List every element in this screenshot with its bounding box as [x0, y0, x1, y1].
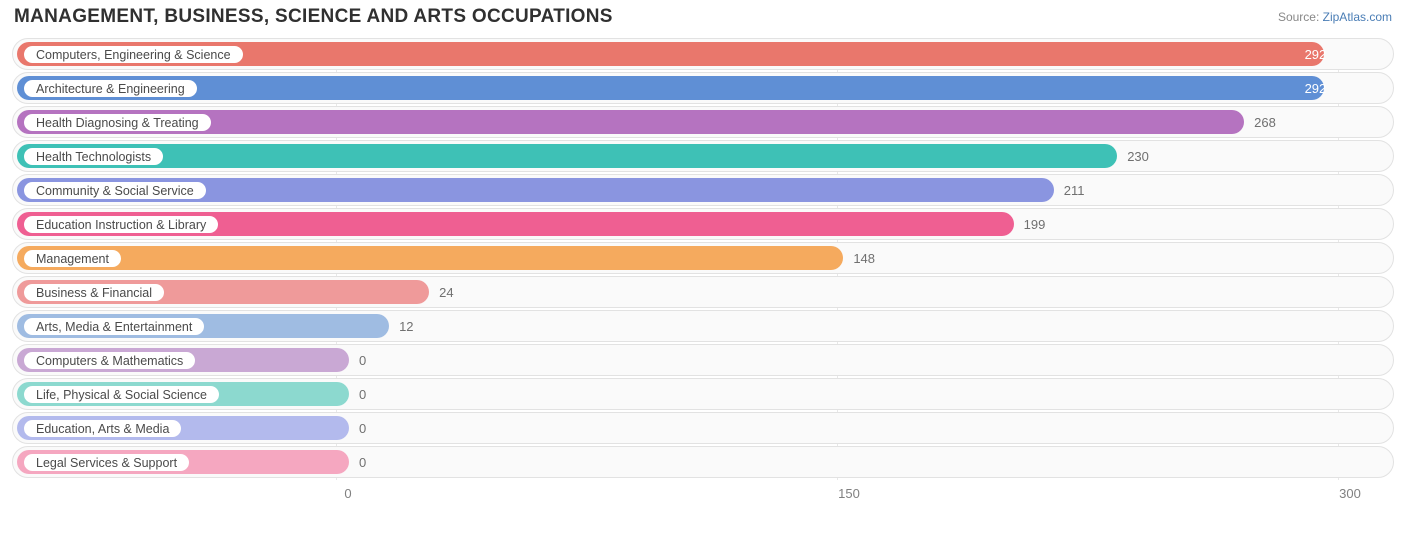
bar-row: Architecture & Engineering 292: [12, 72, 1394, 104]
value-label: 24: [439, 285, 453, 300]
chart-source: Source: ZipAtlas.com: [1278, 10, 1392, 24]
value-label: 0: [359, 353, 366, 368]
category-label: Management: [23, 249, 122, 268]
category-label: Life, Physical & Social Science: [23, 385, 220, 404]
bar-row: Management 148: [12, 242, 1394, 274]
bar-row: Computers, Engineering & Science 292: [12, 38, 1394, 70]
bar-fill: [17, 246, 843, 270]
category-label: Computers, Engineering & Science: [23, 45, 244, 64]
bar-row: Community & Social Service 211: [12, 174, 1394, 206]
value-label: 199: [1024, 217, 1046, 232]
category-label: Health Diagnosing & Treating: [23, 113, 212, 132]
source-label: Source:: [1278, 10, 1319, 24]
bar-track: Life, Physical & Social Science 0: [12, 378, 1394, 410]
bar-row: Arts, Media & Entertainment 12: [12, 310, 1394, 342]
bar-track: Computers & Mathematics 0: [12, 344, 1394, 376]
value-label: 211: [1064, 183, 1085, 198]
bar-row: Legal Services & Support 0: [12, 446, 1394, 478]
chart-title: MANAGEMENT, BUSINESS, SCIENCE AND ARTS O…: [14, 6, 613, 28]
bar-row: Business & Financial 24: [12, 276, 1394, 308]
category-label: Education, Arts & Media: [23, 419, 182, 438]
axis-tick: 0: [344, 486, 351, 501]
category-label: Legal Services & Support: [23, 453, 190, 472]
bar-row: Life, Physical & Social Science 0: [12, 378, 1394, 410]
value-label: 0: [359, 455, 366, 470]
bar-fill: [17, 76, 1324, 100]
bar-row: Education, Arts & Media 0: [12, 412, 1394, 444]
bar-row: Education Instruction & Library 199: [12, 208, 1394, 240]
bar-track: Community & Social Service 211: [12, 174, 1394, 206]
bar-track: Legal Services & Support 0: [12, 446, 1394, 478]
chart-header: MANAGEMENT, BUSINESS, SCIENCE AND ARTS O…: [0, 0, 1406, 38]
value-label: 230: [1127, 149, 1149, 164]
value-label: 268: [1254, 115, 1276, 130]
value-label: 0: [359, 387, 366, 402]
bar-track: Education Instruction & Library 199: [12, 208, 1394, 240]
value-label: 292: [1305, 47, 1327, 62]
value-label: 292: [1305, 81, 1327, 96]
bar-fill: [17, 144, 1117, 168]
bar-row: Health Technologists 230: [12, 140, 1394, 172]
category-label: Arts, Media & Entertainment: [23, 317, 205, 336]
category-label: Architecture & Engineering: [23, 79, 198, 98]
bar-track: Arts, Media & Entertainment 12: [12, 310, 1394, 342]
value-label: 0: [359, 421, 366, 436]
category-label: Business & Financial: [23, 283, 165, 302]
bar-track: Health Technologists 230: [12, 140, 1394, 172]
value-label: 148: [853, 251, 875, 266]
category-label: Computers & Mathematics: [23, 351, 196, 370]
category-label: Community & Social Service: [23, 181, 207, 200]
bar-row: Computers & Mathematics 0: [12, 344, 1394, 376]
source-link[interactable]: ZipAtlas.com: [1323, 10, 1392, 24]
bar-track: Architecture & Engineering 292: [12, 72, 1394, 104]
bar-track: Computers, Engineering & Science 292: [12, 38, 1394, 70]
axis-tick: 150: [838, 486, 860, 501]
axis-tick: 300: [1339, 486, 1361, 501]
category-label: Education Instruction & Library: [23, 215, 219, 234]
value-label: 12: [399, 319, 413, 334]
bar-row: Health Diagnosing & Treating 268: [12, 106, 1394, 138]
category-label: Health Technologists: [23, 147, 164, 166]
bar-track: Education, Arts & Media 0: [12, 412, 1394, 444]
chart-plot-area: Computers, Engineering & Science292Archi…: [0, 38, 1406, 478]
bar-track: Health Diagnosing & Treating 268: [12, 106, 1394, 138]
bar-track: Business & Financial 24: [12, 276, 1394, 308]
x-axis: 0 150 300: [12, 484, 1394, 508]
bar-track: Management 148: [12, 242, 1394, 274]
